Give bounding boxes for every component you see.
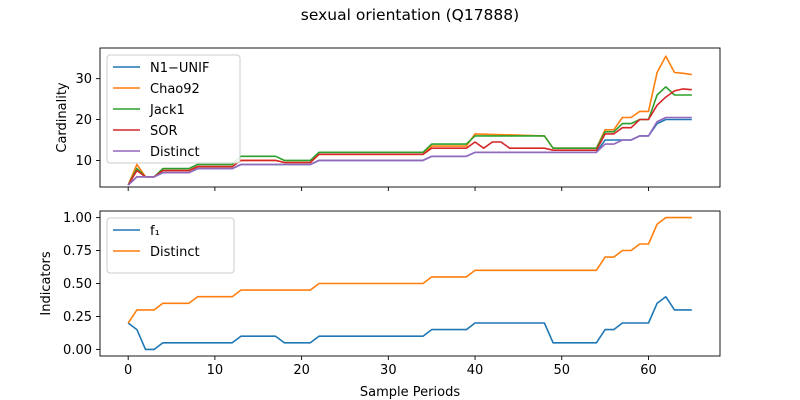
legend-box (106, 217, 235, 274)
legend-box (106, 54, 241, 164)
legend-label: f₁ (150, 224, 160, 239)
y-tick-label: 20 (75, 113, 92, 128)
x-tick-label: 40 (467, 363, 484, 378)
x-axis-label: Sample Periods (360, 385, 460, 400)
panel-2: 0 10 20 30 40 50 60 0.00 0.25 0.50 0.75 1.00 Indicat… (39, 210, 721, 400)
x-tick-label: 60 (640, 363, 657, 378)
series-line-f- (127, 295, 692, 351)
y-tick-label: 30 (75, 72, 92, 87)
series-line-distinct (127, 216, 692, 324)
legend-label: Distinct (150, 245, 200, 260)
y-tick-label: 10 (75, 154, 92, 169)
y-tick-label: 0.50 (63, 277, 92, 292)
legend: f₁ Distinct (106, 217, 235, 274)
y-tick-label: 0.75 (63, 244, 92, 259)
axes-frame (99, 47, 721, 188)
legend-label: Jack1 (149, 103, 185, 118)
x-tick-label: 10 (207, 363, 224, 378)
y-axis-label: Indicators (39, 251, 54, 315)
legend-label: N1−UNIF (150, 61, 209, 76)
panel-1: 10 20 30 Cardinality N1−UNIF Chao92 Jack1 SOR Di… (55, 47, 721, 191)
x-tick-label: 0 (124, 363, 132, 378)
legend: N1−UNIF Chao92 Jack1 SOR Distinct (106, 54, 241, 164)
y-tick-label: 0.00 (63, 343, 92, 358)
legend-label: Chao92 (150, 82, 200, 97)
figure-title: sexual orientation (Q17888) (301, 6, 519, 24)
legend-label: Distinct (150, 145, 200, 160)
series-line-distinct (127, 116, 692, 186)
y-tick-label: 0.25 (63, 310, 92, 325)
x-tick-label: 20 (293, 363, 310, 378)
y-tick-label: 1.00 (63, 211, 92, 226)
x-tick-label: 50 (553, 363, 570, 378)
series-line-sor (127, 88, 692, 186)
x-tick-label: 30 (380, 363, 397, 378)
y-axis-label: Cardinality (55, 82, 70, 153)
legend-label: SOR (150, 124, 178, 139)
